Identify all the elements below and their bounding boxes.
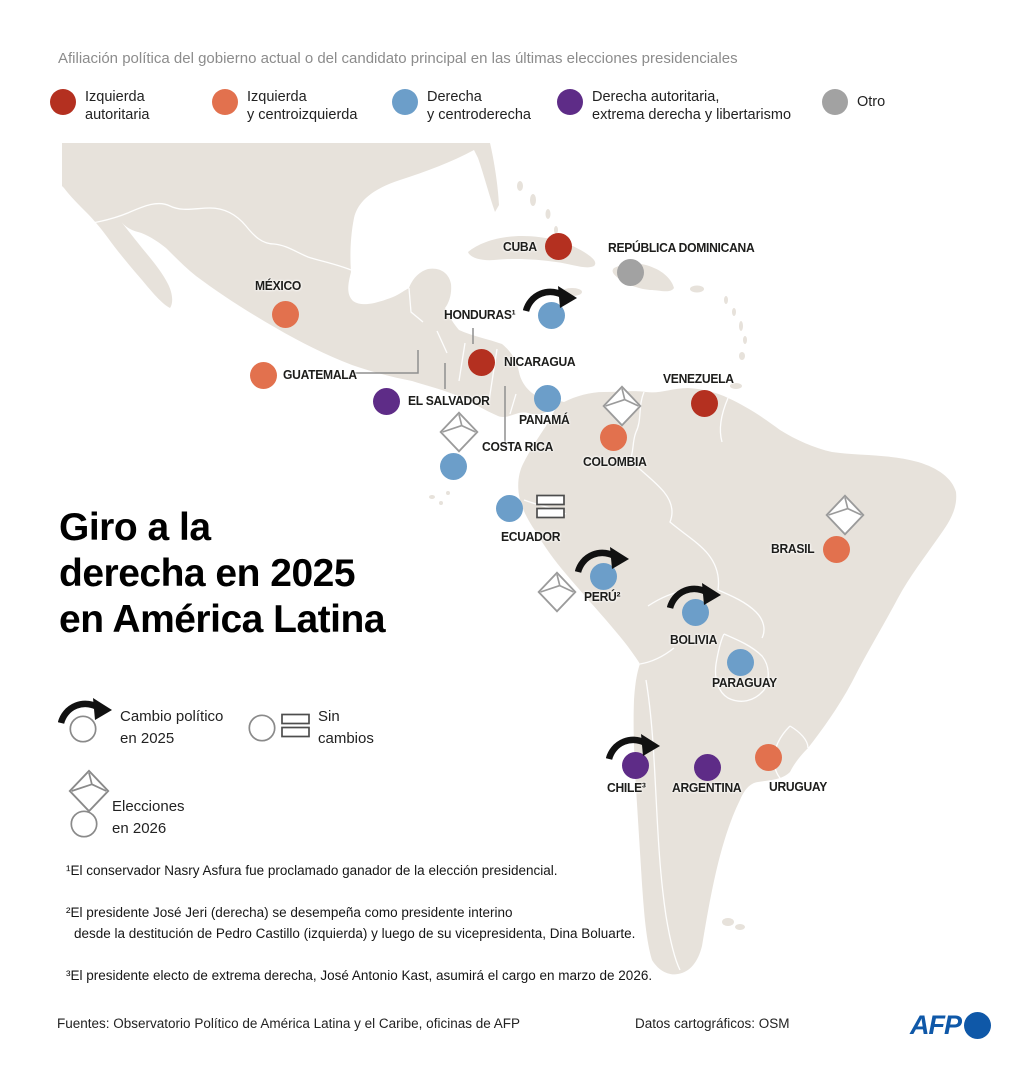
country-dot: [599, 423, 627, 451]
footnotes: ¹El conservador Nasry Asfura fue proclam…: [66, 860, 686, 1007]
country-label: ARGENTINA: [672, 780, 742, 795]
political-change-arrow-icon: [522, 286, 577, 312]
political-change-arrow-icon: [57, 698, 112, 729]
legend-change-label-line2: en 2025: [120, 730, 175, 747]
footnote: ²El presidente José Jeri (derecha) se de…: [66, 905, 636, 941]
subtitle: Afiliación política del gobierno actual …: [58, 50, 738, 67]
color-legend-item: Derecha y centroderecha: [392, 88, 531, 124]
label-connectors: [354, 328, 506, 444]
country-label: PARAGUAY: [712, 675, 777, 690]
legend-item-label: Izquierda y centroizquierda: [247, 89, 358, 123]
country-label: NICARAGUA: [504, 354, 576, 369]
legend-color-dot: [822, 89, 848, 115]
legend-nochange-label-line2: cambios: [318, 730, 374, 747]
country-label: PERÚ²: [584, 589, 621, 604]
country-label: REPÚBLICA DOMINICANA: [608, 240, 755, 255]
no-change-equals-icon: [281, 713, 311, 744]
afp-logo: AFP: [910, 1010, 991, 1041]
country-dot: [693, 753, 721, 781]
marker-circle-icon: [248, 714, 276, 747]
title-line-3: en América Latina: [59, 598, 386, 641]
country-label: HONDURAS¹: [444, 307, 516, 322]
color-legend-item: Otro: [822, 88, 885, 115]
color-legend-item: Derecha autoritaria, extrema derecha y li…: [557, 88, 791, 124]
legend-item-label: Izquierda autoritaria: [85, 89, 150, 123]
country-label: URUGUAY: [769, 779, 828, 794]
footnote: ³El presidente electo de extrema derecha…: [66, 968, 653, 983]
country-dot: [621, 751, 649, 779]
country-dot: [690, 389, 718, 417]
elections-envelope-icon: [535, 570, 579, 614]
country-label: COLOMBIA: [583, 454, 647, 469]
color-legend-item: Izquierda autoritaria: [50, 88, 149, 124]
country-label: EL SALVADOR: [408, 393, 490, 408]
map-continent: [62, 143, 957, 975]
title-line-2: derecha en 2025: [59, 552, 356, 595]
country-label: VENEZUELA: [663, 371, 734, 386]
political-change-arrow-icon: [666, 583, 721, 609]
country-label: PANAMÁ: [519, 412, 570, 427]
cartography-credit: Datos cartográficos: OSM: [635, 1016, 790, 1031]
legend-elections-label-line2: en 2026: [112, 820, 167, 837]
country-label: BRASIL: [771, 541, 815, 556]
legend-item-label: Otro: [857, 94, 886, 110]
country-label: CUBA: [503, 239, 537, 254]
country-dot: [616, 258, 644, 286]
country-dot: [544, 232, 572, 260]
country-label: GUATEMALA: [283, 367, 357, 382]
footnote: ¹El conservador Nasry Asfura fue proclam…: [66, 863, 558, 878]
legend-item-label: Derecha y centroderecha: [427, 89, 531, 123]
marker-circle-icon: [70, 810, 98, 843]
country-dot: [372, 387, 400, 415]
legend-color-dot: [392, 89, 418, 115]
elections-envelope-icon: [437, 410, 481, 454]
elections-envelope-icon: [66, 768, 112, 819]
political-change-arrow-icon: [574, 547, 629, 573]
marker-circle-icon: [69, 715, 97, 748]
no-change-equals-icon: [536, 494, 566, 520]
country-dot: [754, 743, 782, 771]
sources-text: Fuentes: Observatorio Político de Améric…: [57, 1016, 520, 1031]
country-label: BOLIVIA: [670, 632, 718, 647]
country-label: MÉXICO: [255, 278, 302, 293]
legend-color-dot: [557, 89, 583, 115]
legend-color-dot: [50, 89, 76, 115]
country-dot: [249, 361, 277, 389]
page-title: Giro a la derecha en 2025 en América Lat…: [59, 505, 386, 643]
legend-change-label-line1: Cambio político: [120, 708, 224, 725]
country-dot: [439, 452, 467, 480]
country-label: ECUADOR: [501, 529, 561, 544]
color-legend-item: Izquierda y centroizquierda: [212, 88, 357, 124]
country-dot: [533, 384, 561, 412]
country-dot: [467, 348, 495, 376]
political-change-arrow-icon: [605, 734, 660, 760]
elections-envelope-icon: [823, 493, 867, 537]
afp-logo-text: AFP: [910, 1010, 962, 1040]
country-label: CHILE³: [607, 780, 646, 795]
country-dot: [822, 535, 850, 563]
country-label: COSTA RICA: [482, 439, 554, 454]
country-dot: [726, 648, 754, 676]
legend-color-dot: [212, 89, 238, 115]
afp-logo-circle-icon: [964, 1012, 991, 1039]
country-dot: [495, 494, 523, 522]
legend-elections-label-line1: Elecciones: [112, 798, 185, 815]
legend-nochange-label-line1: Sin: [318, 708, 340, 725]
legend-item-label: Derecha autoritaria, extrema derecha y li…: [592, 89, 792, 123]
title-line-1: Giro a la: [59, 506, 211, 549]
country-dot: [271, 300, 299, 328]
elections-envelope-icon: [600, 384, 644, 428]
